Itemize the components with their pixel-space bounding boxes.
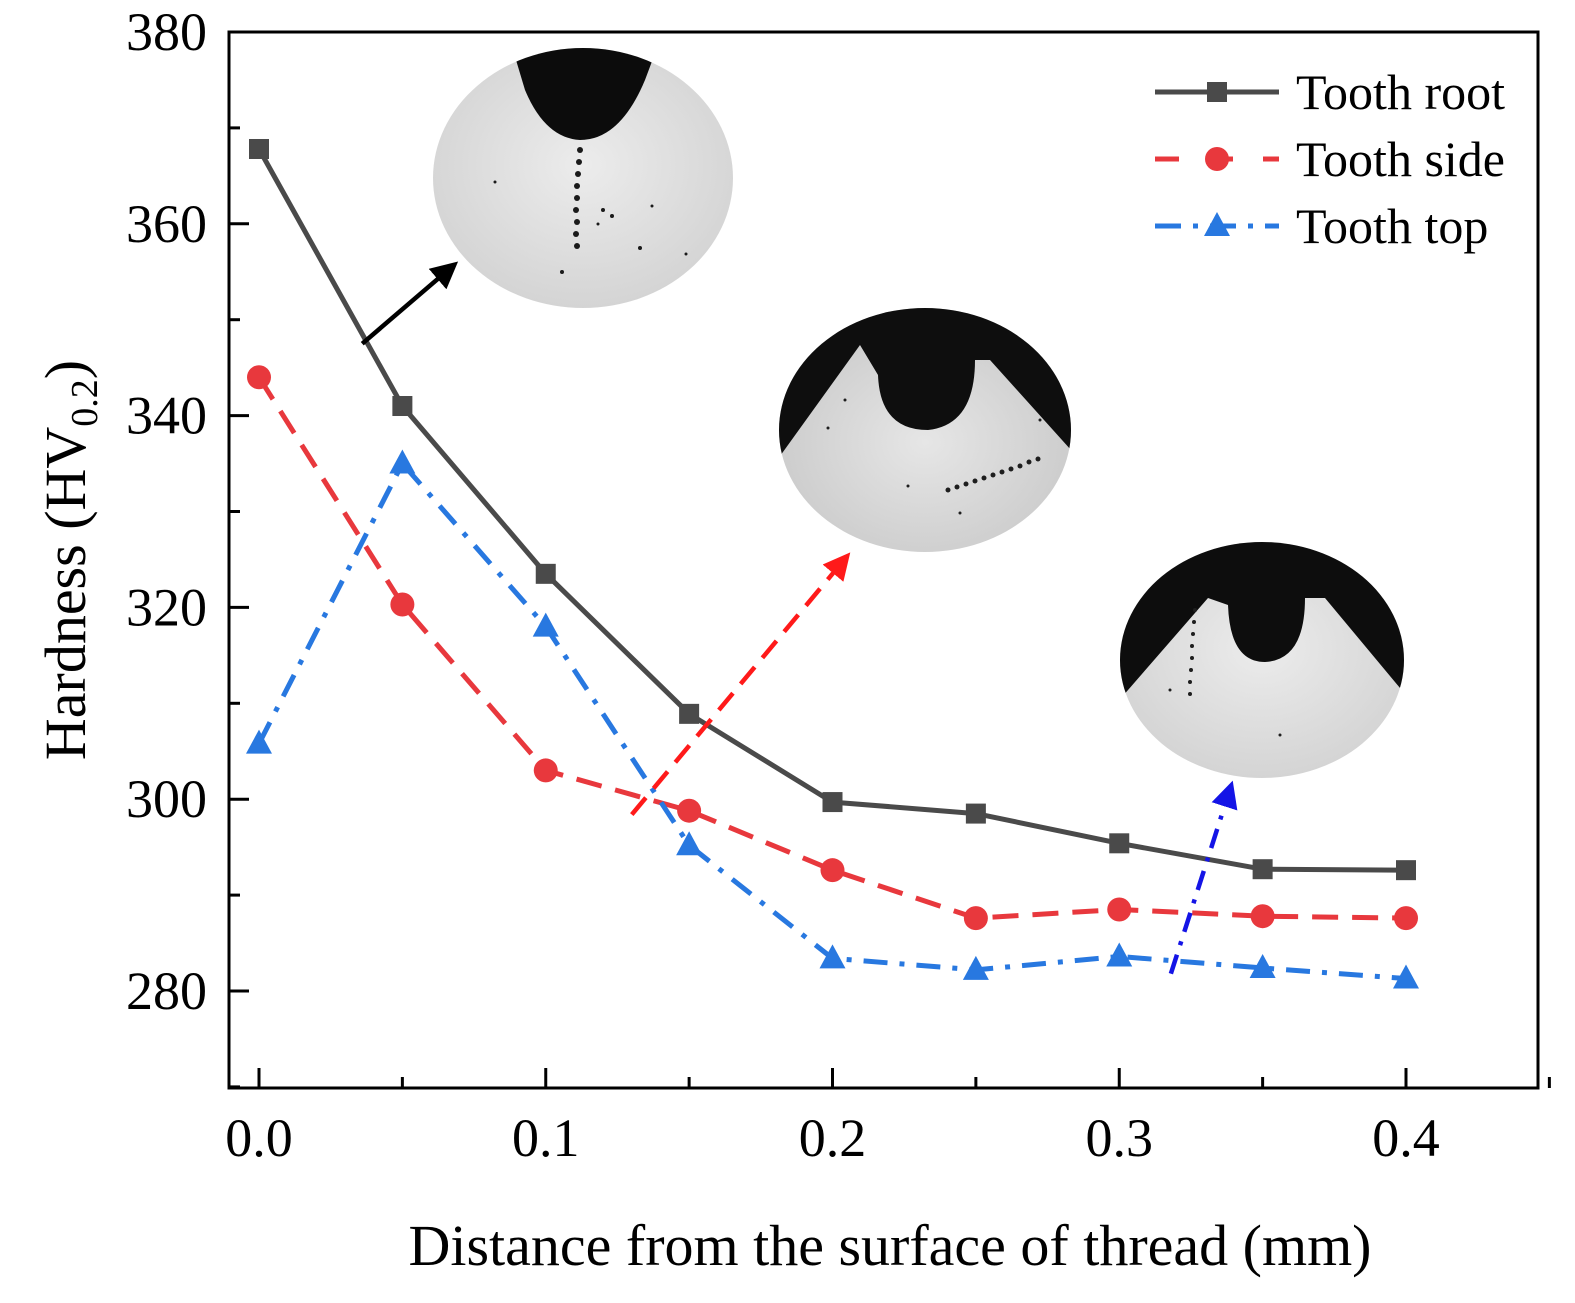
legend-label: Tooth side [1296,131,1505,187]
y-tick-label: 320 [126,577,207,637]
legend-item-tooth-side: Tooth side [1155,131,1505,187]
plot-frame [227,30,1540,1090]
y-axis-title-sub: 0.2 [64,379,106,427]
data-point-tooth-side [390,592,415,617]
legend-item-tooth-top: Tooth top [1155,198,1488,254]
data-point-tooth-root [1396,860,1416,881]
data-point-tooth-top [1106,942,1133,967]
legend-marker [1205,147,1229,171]
data-point-tooth-side [533,758,558,783]
data-point-tooth-side [1107,897,1132,922]
y-axis-title-close: ) [33,360,98,379]
micrograph-tooth-root [433,48,733,308]
series-tooth-side [247,365,1418,931]
series-tooth-root [249,138,1416,881]
data-point-tooth-root [392,396,413,417]
x-tick-label: 0.4 [1372,1108,1440,1168]
legend-marker [1207,82,1227,102]
data-point-tooth-side [1394,906,1418,931]
y-axis: 280 300 320 340 360 380 [126,2,249,1089]
annotation-arrow [1168,780,1238,975]
data-point-tooth-side [963,906,988,931]
annotation-arrows [360,261,1238,975]
legend-marker [1204,212,1230,236]
data-point-tooth-side [247,365,271,390]
x-tick-label: 0.3 [1086,1108,1154,1168]
x-tick-label: 0.1 [512,1108,580,1168]
micrograph-tooth-top [1120,542,1404,778]
data-point-tooth-top [962,955,989,980]
micrograph-tooth-side [779,308,1071,552]
x-axis: 0.0 0.1 0.2 0.3 0.4 [225,1068,1551,1168]
legend-item-tooth-root: Tooth root [1155,64,1505,120]
y-tick-label: 300 [126,769,207,829]
data-point-tooth-root [1109,833,1130,854]
data-point-tooth-top [1393,964,1419,989]
data-point-tooth-root [679,703,700,724]
series-layer [246,138,1419,989]
annotation-arrow [630,552,851,816]
x-tick-label: 0.0 [225,1108,293,1168]
series-tooth-top [246,449,1419,989]
y-axis-title-main: Hardness (HV [33,427,98,761]
data-point-tooth-side [677,798,702,823]
svg-text:Hardness (HV0.2): Hardness (HV0.2) [33,360,106,760]
legend: Tooth root Tooth side Tooth top [1155,64,1505,254]
data-point-tooth-side [820,858,845,883]
y-tick-label: 340 [126,386,207,446]
data-point-tooth-top [389,449,416,474]
annotation-arrow [360,261,459,346]
legend-label: Tooth root [1296,64,1505,120]
data-point-tooth-top [246,729,272,754]
y-tick-label: 380 [126,2,207,62]
data-point-tooth-side [1250,904,1275,929]
data-point-tooth-root [965,803,986,824]
data-point-tooth-root [1252,859,1273,880]
y-tick-label: 280 [126,961,207,1021]
data-point-tooth-top [676,831,703,856]
data-point-tooth-top [532,612,559,637]
x-tick-label: 0.2 [799,1108,867,1168]
series-line-tooth-side [256,375,1407,921]
legend-label: Tooth top [1296,198,1488,254]
x-axis-title: Distance from the surface of thread (mm) [408,1213,1371,1278]
y-axis-title: Hardness (HV0.2) [33,360,106,760]
data-point-tooth-root [535,563,556,584]
data-point-tooth-top [819,944,846,969]
y-tick-label: 360 [126,194,207,254]
data-point-tooth-top [1249,953,1276,978]
data-point-tooth-root [822,792,843,813]
data-point-tooth-root [249,138,269,159]
